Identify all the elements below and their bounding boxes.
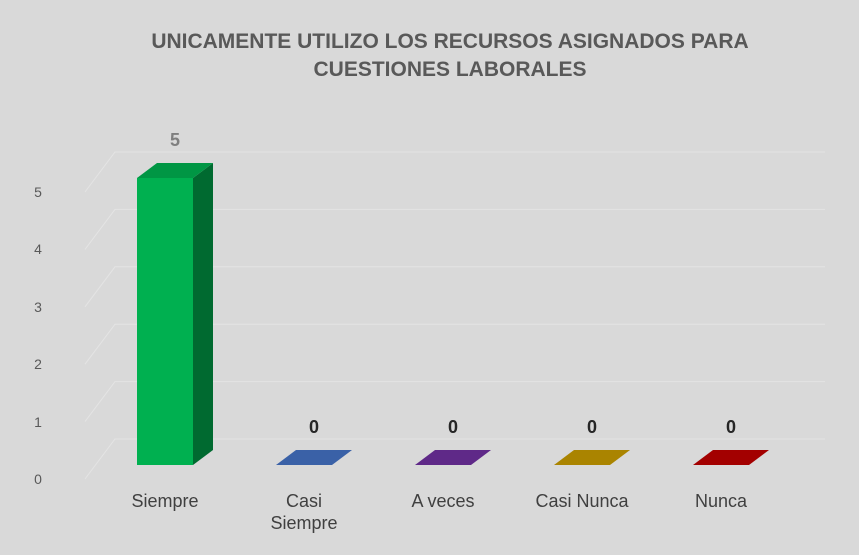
y-tick-label: 4	[34, 241, 42, 258]
data-label: 0	[725, 417, 736, 437]
bar-top	[415, 450, 491, 465]
bar-side	[193, 163, 213, 465]
x-tick-label: A veces	[411, 491, 475, 511]
x-tick-label: Nunca	[694, 491, 748, 511]
data-label: 0	[586, 417, 597, 437]
x-tick-label: Siempre	[131, 491, 199, 511]
x-tick-label: Casi Siempre	[270, 491, 338, 533]
bar	[554, 450, 630, 465]
grid-line	[84, 151, 825, 193]
y-tick-label: 1	[34, 413, 42, 430]
bar-top	[554, 450, 630, 465]
bar-front	[137, 178, 193, 465]
bar	[276, 450, 352, 465]
grid-line	[84, 381, 825, 422]
bar	[693, 450, 769, 465]
x-tick-label: Casi Nunca	[535, 491, 629, 511]
data-label: 0	[308, 417, 319, 437]
grid-line	[84, 208, 825, 250]
bar-top	[693, 450, 769, 465]
y-tick-label: 2	[34, 356, 42, 373]
bar	[137, 163, 213, 465]
grid-line	[84, 323, 825, 365]
bar-top	[137, 163, 213, 178]
chart-title: UNICAMENTE UTILIZO LOS RECURSOS ASIGNADO…	[151, 30, 749, 81]
grid-line	[84, 266, 825, 308]
bar-top	[276, 450, 352, 465]
data-label: 5	[169, 130, 180, 150]
y-tick-label: 0	[34, 471, 42, 487]
grid-line	[84, 438, 825, 480]
data-label: 0	[447, 417, 458, 437]
y-tick-label: 3	[34, 298, 42, 315]
y-tick-label: 5	[34, 184, 42, 200]
bar	[415, 450, 491, 465]
